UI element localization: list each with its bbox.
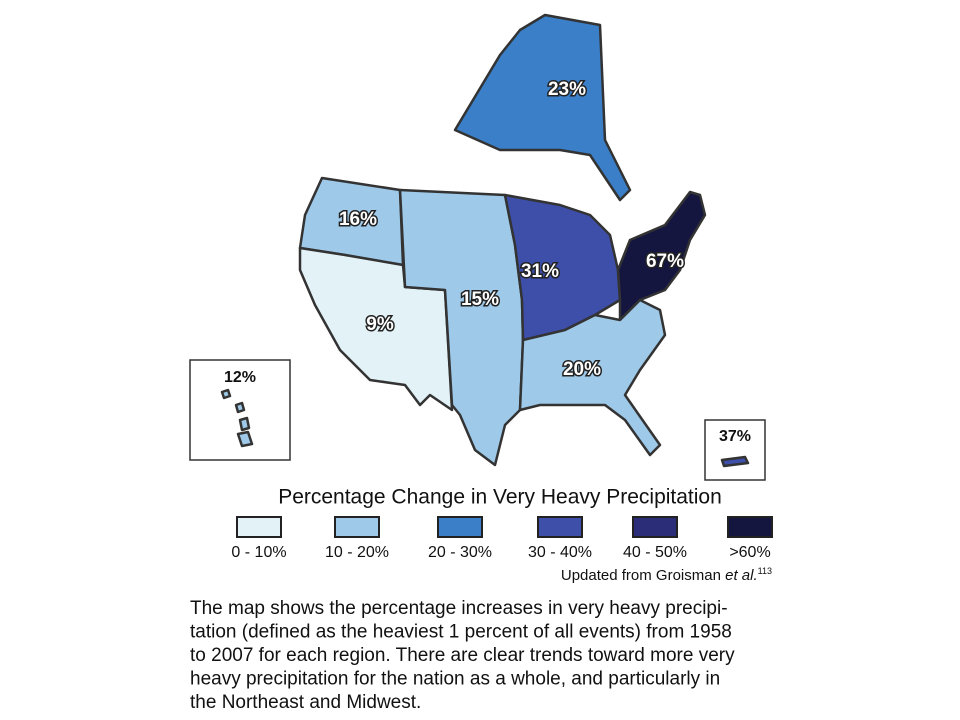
legend-swatch bbox=[334, 516, 380, 538]
legend-swatch bbox=[236, 516, 282, 538]
source-prefix: Updated from Groisman bbox=[561, 567, 725, 584]
region-label: 16% bbox=[339, 209, 377, 230]
caption-line: the Northeast and Midwest. bbox=[190, 692, 421, 713]
region-label: 37% bbox=[719, 428, 751, 445]
legend-label: 0 - 10% bbox=[231, 544, 286, 561]
puerto-rico-box bbox=[704, 419, 766, 481]
legend-label: >60% bbox=[729, 544, 770, 561]
region-label: 12% bbox=[224, 369, 256, 386]
caption-line: heavy precipitation for the nation as a … bbox=[190, 669, 720, 690]
source-italic: et al. bbox=[725, 567, 758, 584]
region-label: 67% bbox=[646, 251, 684, 272]
region-label: 9% bbox=[366, 314, 394, 335]
legend-swatch bbox=[632, 516, 678, 538]
region-shape bbox=[518, 298, 667, 457]
caption-line: The map shows the percentage increases i… bbox=[190, 598, 728, 619]
caption-line: to 2007 for each region. There are clear… bbox=[190, 645, 735, 666]
region-label: 15% bbox=[461, 289, 499, 310]
legend-swatch bbox=[537, 516, 583, 538]
legend-swatch bbox=[727, 516, 773, 538]
legend-swatch bbox=[437, 516, 483, 538]
legend-title: Percentage Change in Very Heavy Precipit… bbox=[278, 486, 722, 509]
legend-label: 40 - 50% bbox=[623, 544, 687, 561]
region-label: 31% bbox=[521, 261, 559, 282]
region-shape bbox=[453, 13, 632, 202]
region-shape bbox=[220, 388, 254, 448]
source-sup: 113 bbox=[758, 566, 772, 576]
legend-label: 10 - 20% bbox=[325, 544, 389, 561]
region-label: 20% bbox=[563, 359, 601, 380]
caption-line: tation (defined as the heaviest 1 percen… bbox=[190, 622, 732, 643]
region-label: 23% bbox=[548, 79, 586, 100]
source-note: Updated from Groisman et al.113 bbox=[561, 566, 772, 584]
legend-label: 20 - 30% bbox=[428, 544, 492, 561]
legend-label: 30 - 40% bbox=[528, 544, 592, 561]
region-shape bbox=[720, 455, 750, 468]
